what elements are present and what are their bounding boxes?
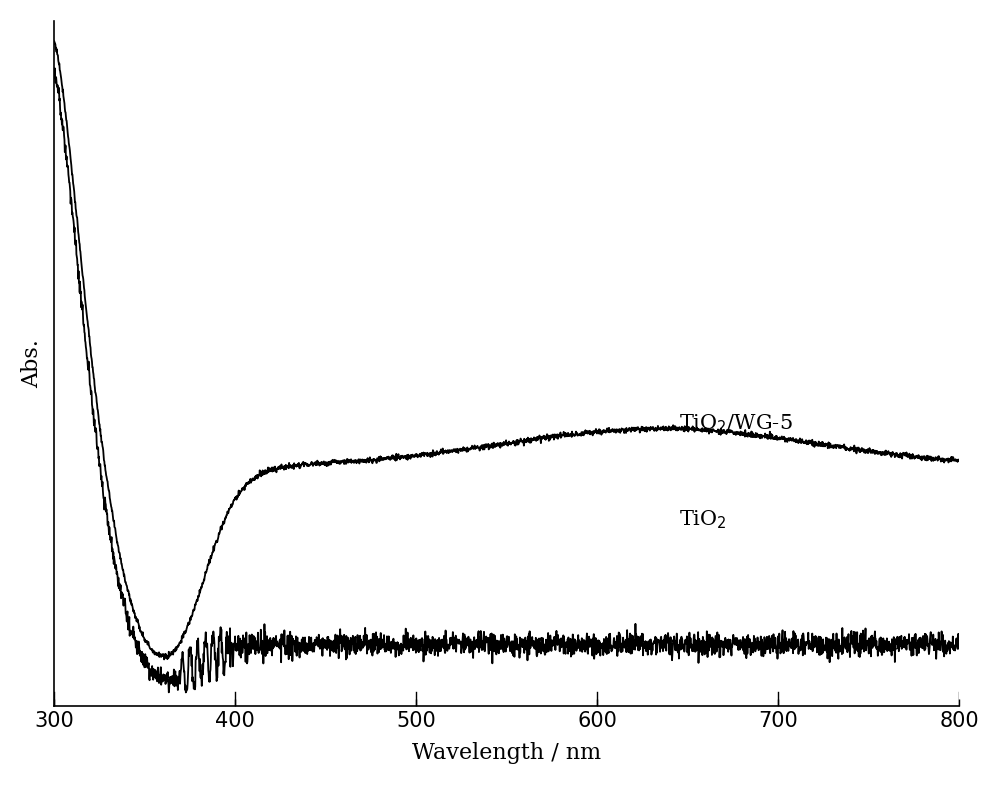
X-axis label: Wavelength / nm: Wavelength / nm xyxy=(412,742,601,764)
Y-axis label: Abs.: Abs. xyxy=(21,339,43,388)
Text: TiO$_2$: TiO$_2$ xyxy=(679,509,726,531)
Text: TiO$_2$/WG-5: TiO$_2$/WG-5 xyxy=(679,413,792,436)
